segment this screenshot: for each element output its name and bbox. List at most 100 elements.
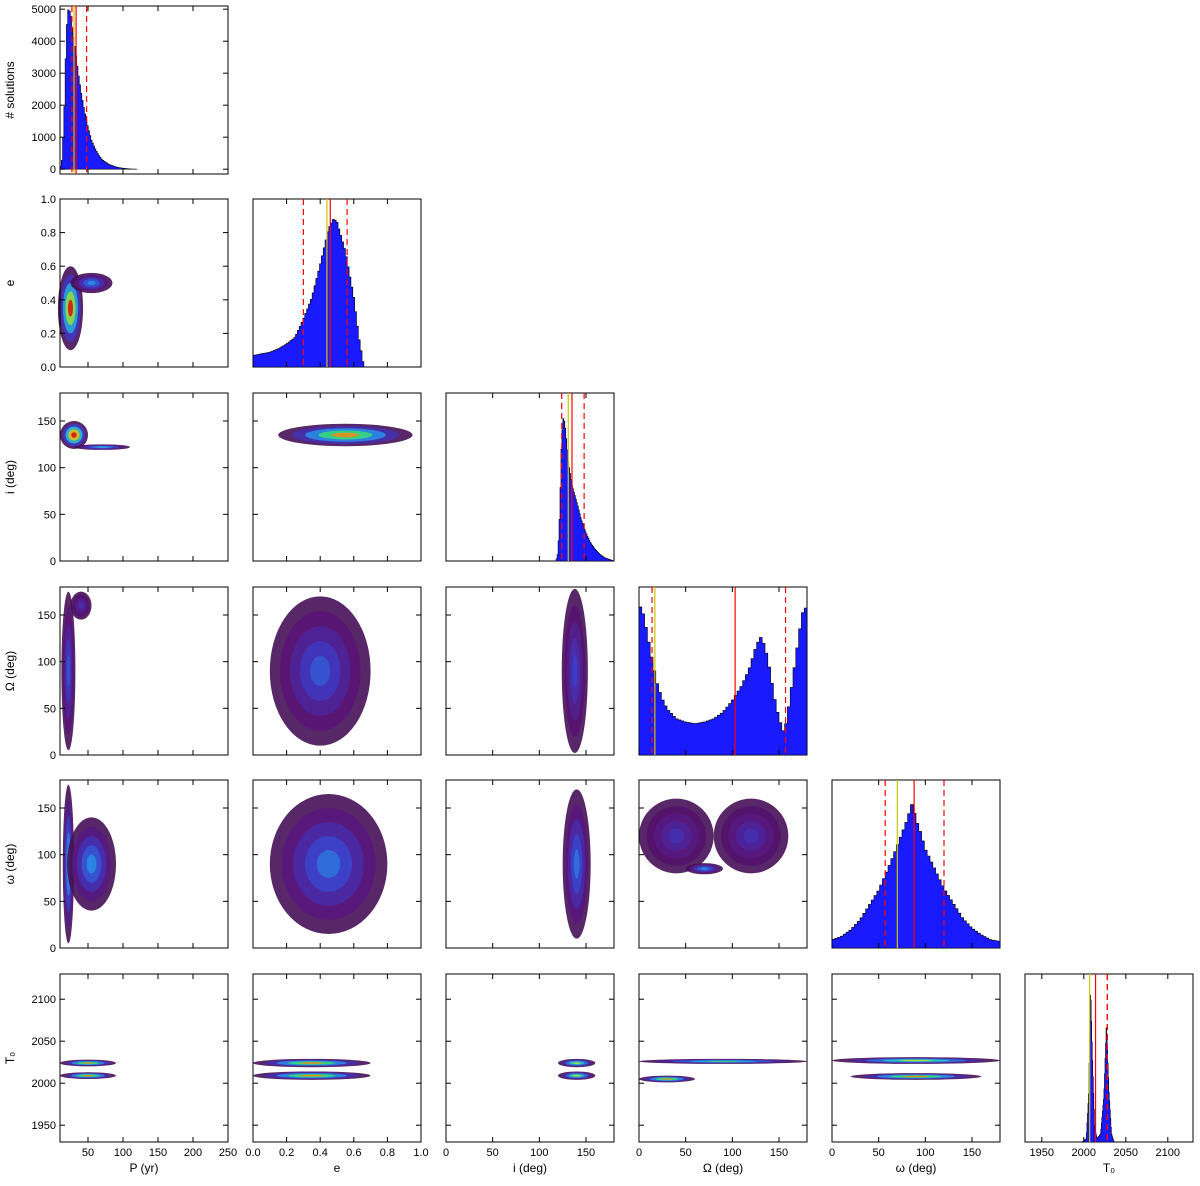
density-contour (700, 867, 709, 870)
x-tick-label: 50 (680, 1147, 692, 1159)
panel-frame-i-omega (445, 779, 615, 949)
histogram-panel-i (445, 392, 615, 562)
x-axis-label-omega: ω (deg) (896, 1161, 937, 1175)
density-panel-P-Omega (61, 591, 92, 751)
y-axis-label-row-5: T₀ (3, 1052, 17, 1064)
x-tick-label: 150 (577, 1147, 595, 1159)
density-region (850, 1073, 982, 1080)
y-tick-label: 2000 (32, 100, 56, 112)
x-tick-label: 150 (963, 1147, 981, 1159)
y-tick-label: 5000 (32, 4, 56, 16)
density-region (832, 1057, 1000, 1064)
x-tick-label: 100 (114, 1147, 132, 1159)
density-region (60, 1059, 116, 1067)
x-tick-label: 0.0 (245, 1147, 260, 1159)
x-tick-label: 0.6 (346, 1147, 361, 1159)
density-region (74, 444, 130, 450)
y-tick-label: 3000 (32, 68, 56, 80)
density-contour (87, 280, 96, 286)
density-panel-i-T0 (558, 1058, 596, 1080)
density-region (558, 1071, 596, 1080)
y-tick-label: 100 (38, 657, 56, 669)
density-panel-e-omega (269, 794, 388, 934)
density-region (70, 591, 92, 620)
density-region (639, 1058, 807, 1064)
density-panel-e-T0 (252, 1058, 371, 1080)
panel-frame-omega-T0 (831, 973, 1001, 1143)
density-contour (899, 1059, 933, 1062)
x-axis-label-T0: T₀ (1103, 1161, 1115, 1175)
density-contour (316, 850, 341, 878)
density-panel-Omega-omega (639, 798, 789, 875)
x-tick-label: 0 (829, 1147, 835, 1159)
x-tick-label: 250 (219, 1147, 237, 1159)
density-region (67, 817, 116, 911)
y-axis-label-row-3: Ω (deg) (3, 651, 17, 691)
density-contour (86, 854, 97, 874)
panel-frame-i-Omega (445, 586, 615, 756)
histogram-bars-e (252, 218, 365, 368)
density-region (70, 272, 113, 294)
y-axis-label-row-1: e (3, 279, 17, 286)
panel-frame-e-omega (252, 779, 422, 949)
density-panel-i-Omega (561, 588, 588, 754)
x-axis-label-e: e (334, 1161, 341, 1175)
x-tick-label: 200 (184, 1147, 202, 1159)
y-tick-label: 100 (38, 850, 56, 862)
y-tick-label: 0.8 (41, 228, 56, 240)
density-contour (661, 1078, 673, 1080)
panel-frame-P-Omega (59, 586, 229, 756)
density-panel-e-Omega (269, 596, 371, 746)
density-region (685, 863, 723, 875)
density-panel-P-e (57, 266, 113, 351)
density-contour (706, 1060, 740, 1062)
y-axis-label-row-4: ω (deg) (3, 844, 17, 885)
y-tick-label: 0 (50, 943, 56, 955)
x-tick-label: 0.4 (313, 1147, 328, 1159)
density-panel-P-T0 (60, 1059, 116, 1079)
density-region (561, 588, 588, 754)
histogram-bars-P (59, 9, 138, 170)
density-contour (668, 828, 684, 844)
density-region (713, 798, 789, 874)
x-tick-label: 0.2 (279, 1147, 294, 1159)
y-axis-label-row-0: # solutions (3, 61, 17, 118)
density-contour (331, 432, 359, 438)
density-contour (743, 828, 759, 844)
panel-frame-e-Omega (252, 586, 422, 756)
x-tick-label: 2100 (1156, 1147, 1180, 1159)
x-tick-label: 0 (636, 1147, 642, 1159)
density-region (269, 794, 388, 934)
x-tick-label: 50 (487, 1147, 499, 1159)
panel-frame-i-T0 (445, 973, 615, 1143)
panel-frame-P-omega (59, 779, 229, 949)
density-region (252, 1058, 371, 1068)
y-tick-label: 0.2 (41, 328, 56, 340)
density-region (61, 591, 76, 751)
x-tick-label: 0 (443, 1147, 449, 1159)
density-panel-omega-T0 (832, 1057, 1000, 1080)
y-tick-label: 0 (50, 556, 56, 568)
histogram-bars-T0 (1081, 995, 1115, 1143)
x-tick-label: 100 (530, 1147, 548, 1159)
density-contour (572, 1062, 581, 1064)
density-region (278, 423, 413, 447)
panel-frame-P-i (59, 392, 229, 562)
x-tick-label: 1950 (1030, 1147, 1054, 1159)
density-contour (310, 656, 331, 686)
density-contour (573, 849, 580, 879)
histogram-panel-P (59, 5, 229, 175)
x-tick-label: 150 (770, 1147, 788, 1159)
density-contour (71, 432, 77, 438)
density-contour (572, 1074, 581, 1077)
panel-frame-Omega-omega (638, 779, 808, 949)
x-tick-label: 150 (149, 1147, 167, 1159)
histogram-bars-omega (831, 804, 1001, 949)
density-contour (300, 1062, 324, 1064)
density-contour (67, 655, 70, 687)
y-tick-label: 2050 (32, 1036, 56, 1048)
y-tick-label: 0.6 (41, 261, 56, 273)
x-tick-label: 2000 (1072, 1147, 1096, 1159)
x-tick-label: 2050 (1114, 1147, 1138, 1159)
density-panel-P-i (60, 421, 130, 450)
